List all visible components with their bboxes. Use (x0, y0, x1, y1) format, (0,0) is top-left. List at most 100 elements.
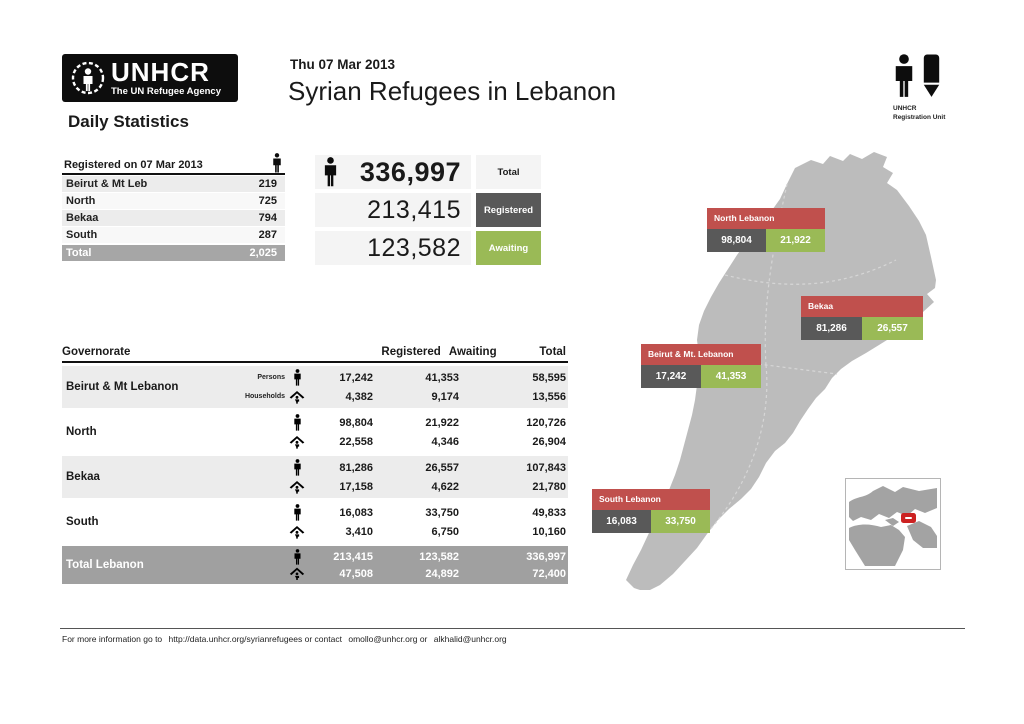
person-icon (294, 548, 300, 565)
daily-table-header: Registered on 07 Mar 2013 (64, 159, 203, 171)
table-row: Beirut & Mt Lebanon Persons 17,242 41,35… (62, 366, 568, 408)
registered-badge: Registered (476, 193, 541, 227)
region-value: 794 (258, 212, 277, 224)
person-icon (293, 369, 301, 386)
map-region-name: North Lebanon (707, 208, 825, 229)
summary-row-total: 336,997 Total (315, 155, 541, 189)
awaiting-cell: 9,174 (431, 390, 459, 403)
awaiting-value: 123,582 (367, 233, 461, 262)
map-label-south-lebanon: South Lebanon 16,083 33,750 (592, 489, 710, 533)
governorate-table: Governorate Registered Awaiting Total Be… (62, 346, 568, 584)
awaiting-cell: 24,892 (425, 567, 459, 580)
footer-or: or (419, 634, 428, 644)
map-region-name: Bekaa (801, 296, 923, 317)
map-registered-value: 98,804 (707, 229, 766, 252)
total-cell: 336,997 (526, 550, 566, 563)
summary-row-awaiting: 123,582 Awaiting (315, 231, 541, 265)
daily-row-north: North 725 (62, 193, 285, 209)
region-locator-inset-map (845, 478, 941, 570)
governorate-table-header: Governorate Registered Awaiting Total (62, 346, 568, 363)
summary-row-registered: 213,415 Registered (315, 193, 541, 227)
map-awaiting-value: 21,922 (766, 229, 825, 252)
daily-total-row: Total 2,025 (62, 245, 285, 261)
registered-cell: 98,804 (339, 416, 373, 429)
region-value: 287 (258, 229, 277, 241)
region-label: South (66, 229, 98, 241)
registered-cell: 3,410 (345, 525, 373, 538)
table-row: North 98,804 21,922 120,726 22,558 4,346… (62, 411, 568, 453)
lebanon-map (626, 152, 936, 590)
registration-unit-block: UNHCR Registration Unit (893, 52, 983, 122)
unhcr-emblem-icon (71, 61, 105, 95)
total-cell: 120,726 (526, 416, 566, 429)
person-icon (293, 414, 301, 431)
awaiting-cell: 4,346 (431, 435, 459, 448)
table-row: Bekaa 81,286 26,557 107,843 17,158 4,622… (62, 456, 568, 498)
summary-totals: 336,997 Total 213,415 Registered 123,582… (315, 155, 541, 265)
registered-cell: 81,286 (339, 461, 373, 474)
map-awaiting-value: 33,750 (651, 510, 710, 533)
contact-email-2[interactable]: alkhalid@unhcr.org (433, 634, 507, 644)
col-awaiting: Awaiting (448, 346, 497, 358)
map-awaiting-value: 41,353 (701, 365, 761, 388)
total-label: Total (66, 247, 92, 259)
household-icon (289, 480, 305, 494)
total-cell: 107,843 (526, 461, 566, 474)
footer-divider (60, 628, 965, 629)
total-cell: 10,160 (532, 525, 566, 538)
map-registered-value: 81,286 (801, 317, 862, 340)
data-portal-link[interactable]: http://data.unhcr.org/syrianrefugees (168, 634, 303, 644)
registered-cell: 17,158 (339, 480, 373, 493)
total-badge: Total (476, 155, 541, 189)
table-row: South 16,083 33,750 49,833 3,410 6,750 1… (62, 501, 568, 543)
household-icon (289, 567, 305, 580)
person-icon (895, 54, 913, 97)
daily-row-south: South 287 (62, 227, 285, 243)
total-cell: 58,595 (532, 371, 566, 384)
awaiting-cell: 6,750 (431, 525, 459, 538)
map-awaiting-value: 26,557 (862, 317, 923, 340)
registered-value: 213,415 (367, 195, 461, 224)
region-label: Bekaa (66, 212, 99, 224)
footer-prefix: For more information go to (62, 634, 163, 644)
region-value: 725 (258, 195, 277, 207)
footer-mid: or contact (304, 634, 342, 644)
awaiting-cell: 41,353 (425, 371, 459, 384)
contact-email-1[interactable]: omollo@unhcr.org (348, 634, 418, 644)
total-cell: 72,400 (532, 567, 566, 580)
daily-row-bekaa: Bekaa 794 (62, 210, 285, 226)
daily-registered-table: Registered on 07 Mar 2013 Beirut & Mt Le… (62, 153, 285, 261)
awaiting-cell: 26,557 (425, 461, 459, 474)
grand-total-value: 336,997 (359, 156, 461, 187)
map-region-name: South Lebanon (592, 489, 710, 510)
unit-name-line1: UNHCR (893, 105, 917, 112)
map-registered-value: 17,242 (641, 365, 701, 388)
pencil-icon (923, 54, 940, 97)
region-label: Beirut & Mt Leb (66, 178, 148, 190)
registered-cell: 4,382 (345, 390, 373, 403)
governorate-name: Total Lebanon (66, 559, 144, 571)
household-icon (289, 435, 305, 449)
person-icon (293, 504, 301, 521)
governorate-name: Beirut & Mt Lebanon (66, 381, 179, 393)
world-region-map (849, 486, 937, 566)
page-title: Syrian Refugees in Lebanon (288, 76, 617, 106)
awaiting-cell: 4,622 (431, 480, 459, 493)
registered-cell: 17,242 (339, 371, 373, 384)
report-date: Thu 07 Mar 2013 (290, 57, 396, 72)
logo-tagline: The UN Refugee Agency (111, 86, 221, 98)
region-value: 219 (258, 178, 277, 190)
map-label-bekaa: Bekaa 81,286 26,557 (801, 296, 923, 340)
governorate-name: South (66, 516, 99, 528)
awaiting-cell: 33,750 (425, 506, 459, 519)
col-registered: Registered (381, 346, 441, 358)
map-registered-value: 16,083 (592, 510, 651, 533)
households-label: Households (244, 393, 285, 400)
registered-cell: 213,415 (333, 550, 373, 563)
col-total: Total (539, 346, 566, 358)
persons-label: Persons (257, 374, 285, 381)
awaiting-cell: 123,582 (419, 550, 459, 563)
region-label: North (66, 195, 96, 207)
registered-cell: 47,508 (339, 567, 373, 580)
